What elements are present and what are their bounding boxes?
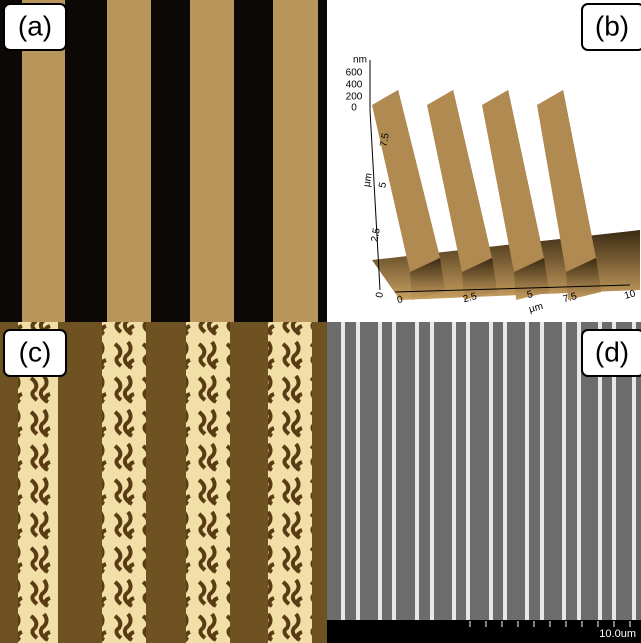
axis-unit: µm [528,301,544,315]
panel-label: (a) [18,10,52,41]
panel-label: (b) [595,10,629,41]
stripe [268,322,312,643]
line-feature [489,322,493,620]
ridge-top [427,90,492,272]
axis-unit: nm [353,55,367,66]
panel-label: (d) [595,336,629,367]
info-bar [327,620,641,643]
tick-label: 0 [374,291,386,299]
figure: nm60040020007.552.50µm02.557.510µm (a) (… [0,0,641,643]
panel-label: (c) [19,336,52,367]
line-feature [525,322,529,620]
scale-bar-label: 10.0um [599,628,636,640]
line-feature [415,322,419,620]
tick-label: 0 [351,103,357,114]
stripe [107,0,151,322]
line-feature [466,322,470,620]
tick-label: 600 [346,68,363,79]
stripe [102,322,146,643]
line-feature [540,322,544,620]
line-feature [503,322,507,620]
tick-label: 2.5 [370,227,383,243]
tick-label: 10 [623,288,637,302]
stripe [190,0,234,322]
ridge-top [482,90,544,272]
line-feature [577,322,581,620]
line-feature [392,322,396,620]
tick-label: 200 [346,92,363,103]
stripe [273,0,318,322]
axis-unit: µm [361,172,374,188]
line-feature [562,322,566,620]
tick-label: 400 [346,80,363,91]
line-feature [452,322,456,620]
line-feature [341,322,345,620]
line-feature [430,322,434,620]
line-feature [356,322,360,620]
page: nm60040020007.552.50µm02.557.510µm (a) (… [0,0,641,643]
line-feature [378,322,382,620]
tick-label: 5 [377,181,389,189]
stripe [186,322,230,643]
